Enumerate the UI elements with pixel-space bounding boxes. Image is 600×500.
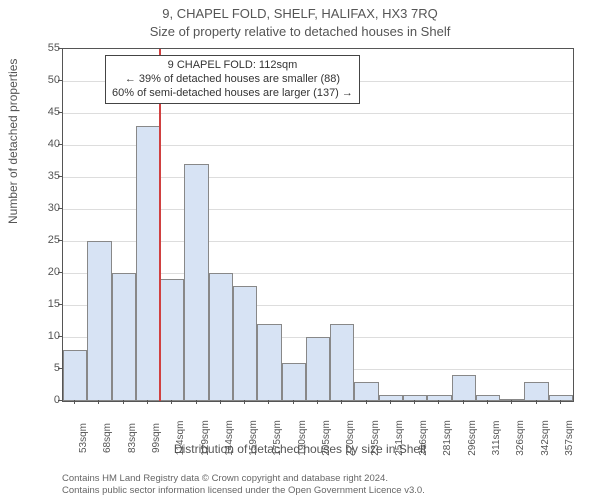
x-tick-mark bbox=[341, 400, 342, 404]
x-tick-label: 220sqm bbox=[345, 420, 356, 456]
histogram-bar bbox=[209, 273, 233, 401]
x-tick-mark bbox=[317, 400, 318, 404]
histogram-bar bbox=[136, 126, 160, 401]
y-tick-mark bbox=[58, 272, 62, 273]
x-tick-label: 114sqm bbox=[175, 421, 186, 456]
x-tick-label: 251sqm bbox=[394, 420, 405, 456]
y-tick-mark bbox=[58, 48, 62, 49]
x-tick-label: 311sqm bbox=[491, 421, 502, 456]
y-tick-label: 55 bbox=[26, 42, 60, 54]
x-tick-mark bbox=[74, 400, 75, 404]
x-tick-label: 68sqm bbox=[102, 423, 113, 453]
x-tick-label: 129sqm bbox=[200, 420, 211, 456]
x-tick-label: 175sqm bbox=[272, 420, 283, 456]
x-tick-mark bbox=[438, 400, 439, 404]
x-tick-mark bbox=[366, 400, 367, 404]
info-box: 9 CHAPEL FOLD: 112sqm← 39% of detached h… bbox=[105, 55, 360, 104]
histogram-bar bbox=[524, 382, 548, 401]
x-tick-mark bbox=[463, 400, 464, 404]
y-tick-label: 50 bbox=[26, 74, 60, 86]
y-axis-label: Number of detached properties bbox=[6, 59, 20, 224]
y-tick-mark bbox=[58, 176, 62, 177]
x-tick-label: 83sqm bbox=[127, 423, 138, 453]
x-tick-mark bbox=[98, 400, 99, 404]
x-tick-label: 296sqm bbox=[467, 420, 478, 456]
x-tick-label: 144sqm bbox=[224, 420, 235, 456]
grid-line bbox=[63, 113, 573, 114]
x-tick-mark bbox=[390, 400, 391, 404]
histogram-bar bbox=[330, 324, 354, 401]
x-tick-mark bbox=[414, 400, 415, 404]
x-tick-label: 281sqm bbox=[442, 420, 453, 456]
y-tick-label: 10 bbox=[26, 330, 60, 342]
x-tick-mark bbox=[536, 400, 537, 404]
y-tick-mark bbox=[58, 400, 62, 401]
x-tick-label: 190sqm bbox=[297, 420, 308, 456]
footer-line-2: Contains public sector information licen… bbox=[62, 485, 572, 496]
plot-area: 9 CHAPEL FOLD: 112sqm← 39% of detached h… bbox=[62, 48, 574, 402]
chart-subtitle: Size of property relative to detached ho… bbox=[0, 24, 600, 39]
histogram-bar bbox=[549, 395, 573, 401]
y-tick-label: 15 bbox=[26, 298, 60, 310]
x-tick-label: 357sqm bbox=[564, 420, 575, 456]
histogram-bar bbox=[306, 337, 330, 401]
histogram-bar bbox=[500, 399, 524, 401]
y-tick-mark bbox=[58, 304, 62, 305]
y-tick-mark bbox=[58, 112, 62, 113]
x-tick-mark bbox=[123, 400, 124, 404]
histogram-bar bbox=[282, 363, 306, 401]
y-tick-label: 35 bbox=[26, 170, 60, 182]
y-tick-label: 45 bbox=[26, 106, 60, 118]
x-tick-mark bbox=[196, 400, 197, 404]
y-tick-mark bbox=[58, 336, 62, 337]
histogram-bar bbox=[112, 273, 136, 401]
y-tick-mark bbox=[58, 144, 62, 145]
x-tick-mark bbox=[268, 400, 269, 404]
x-tick-label: 235sqm bbox=[370, 420, 381, 456]
histogram-bar bbox=[63, 350, 87, 401]
info-box-line: 60% of semi-detached houses are larger (… bbox=[112, 87, 353, 101]
footer-line-1: Contains HM Land Registry data © Crown c… bbox=[62, 473, 572, 484]
y-tick-mark bbox=[58, 80, 62, 81]
page-title: 9, CHAPEL FOLD, SHELF, HALIFAX, HX3 7RQ bbox=[0, 6, 600, 21]
x-tick-mark bbox=[171, 400, 172, 404]
x-tick-mark bbox=[244, 400, 245, 404]
y-tick-label: 20 bbox=[26, 266, 60, 278]
x-tick-mark bbox=[487, 400, 488, 404]
x-tick-label: 53sqm bbox=[78, 423, 89, 453]
info-box-line: ← 39% of detached houses are smaller (88… bbox=[112, 73, 353, 87]
y-tick-label: 40 bbox=[26, 138, 60, 150]
x-tick-mark bbox=[511, 400, 512, 404]
histogram-bar bbox=[257, 324, 281, 401]
x-tick-label: 205sqm bbox=[321, 420, 332, 456]
y-tick-mark bbox=[58, 208, 62, 209]
histogram-bar bbox=[233, 286, 257, 401]
x-tick-label: 159sqm bbox=[248, 420, 259, 456]
info-box-line: 9 CHAPEL FOLD: 112sqm bbox=[112, 59, 353, 73]
histogram-bar bbox=[184, 164, 208, 401]
y-tick-label: 30 bbox=[26, 202, 60, 214]
y-tick-label: 5 bbox=[26, 362, 60, 374]
x-tick-label: 326sqm bbox=[515, 420, 526, 456]
y-tick-mark bbox=[58, 240, 62, 241]
x-tick-label: 342sqm bbox=[540, 420, 551, 456]
y-tick-label: 0 bbox=[26, 394, 60, 406]
histogram-bar bbox=[160, 279, 184, 401]
histogram-bar bbox=[379, 395, 403, 401]
histogram-bar bbox=[87, 241, 111, 401]
x-tick-label: 99sqm bbox=[151, 423, 162, 453]
y-tick-mark bbox=[58, 368, 62, 369]
histogram-bar bbox=[354, 382, 378, 401]
histogram-bar bbox=[403, 395, 427, 401]
histogram-bar bbox=[452, 375, 476, 401]
x-tick-mark bbox=[220, 400, 221, 404]
x-tick-mark bbox=[560, 400, 561, 404]
footer-attribution: Contains HM Land Registry data © Crown c… bbox=[62, 473, 572, 496]
x-tick-mark bbox=[293, 400, 294, 404]
y-tick-label: 25 bbox=[26, 234, 60, 246]
histogram-bar bbox=[427, 395, 451, 401]
x-tick-mark bbox=[147, 400, 148, 404]
x-tick-label: 266sqm bbox=[418, 420, 429, 456]
